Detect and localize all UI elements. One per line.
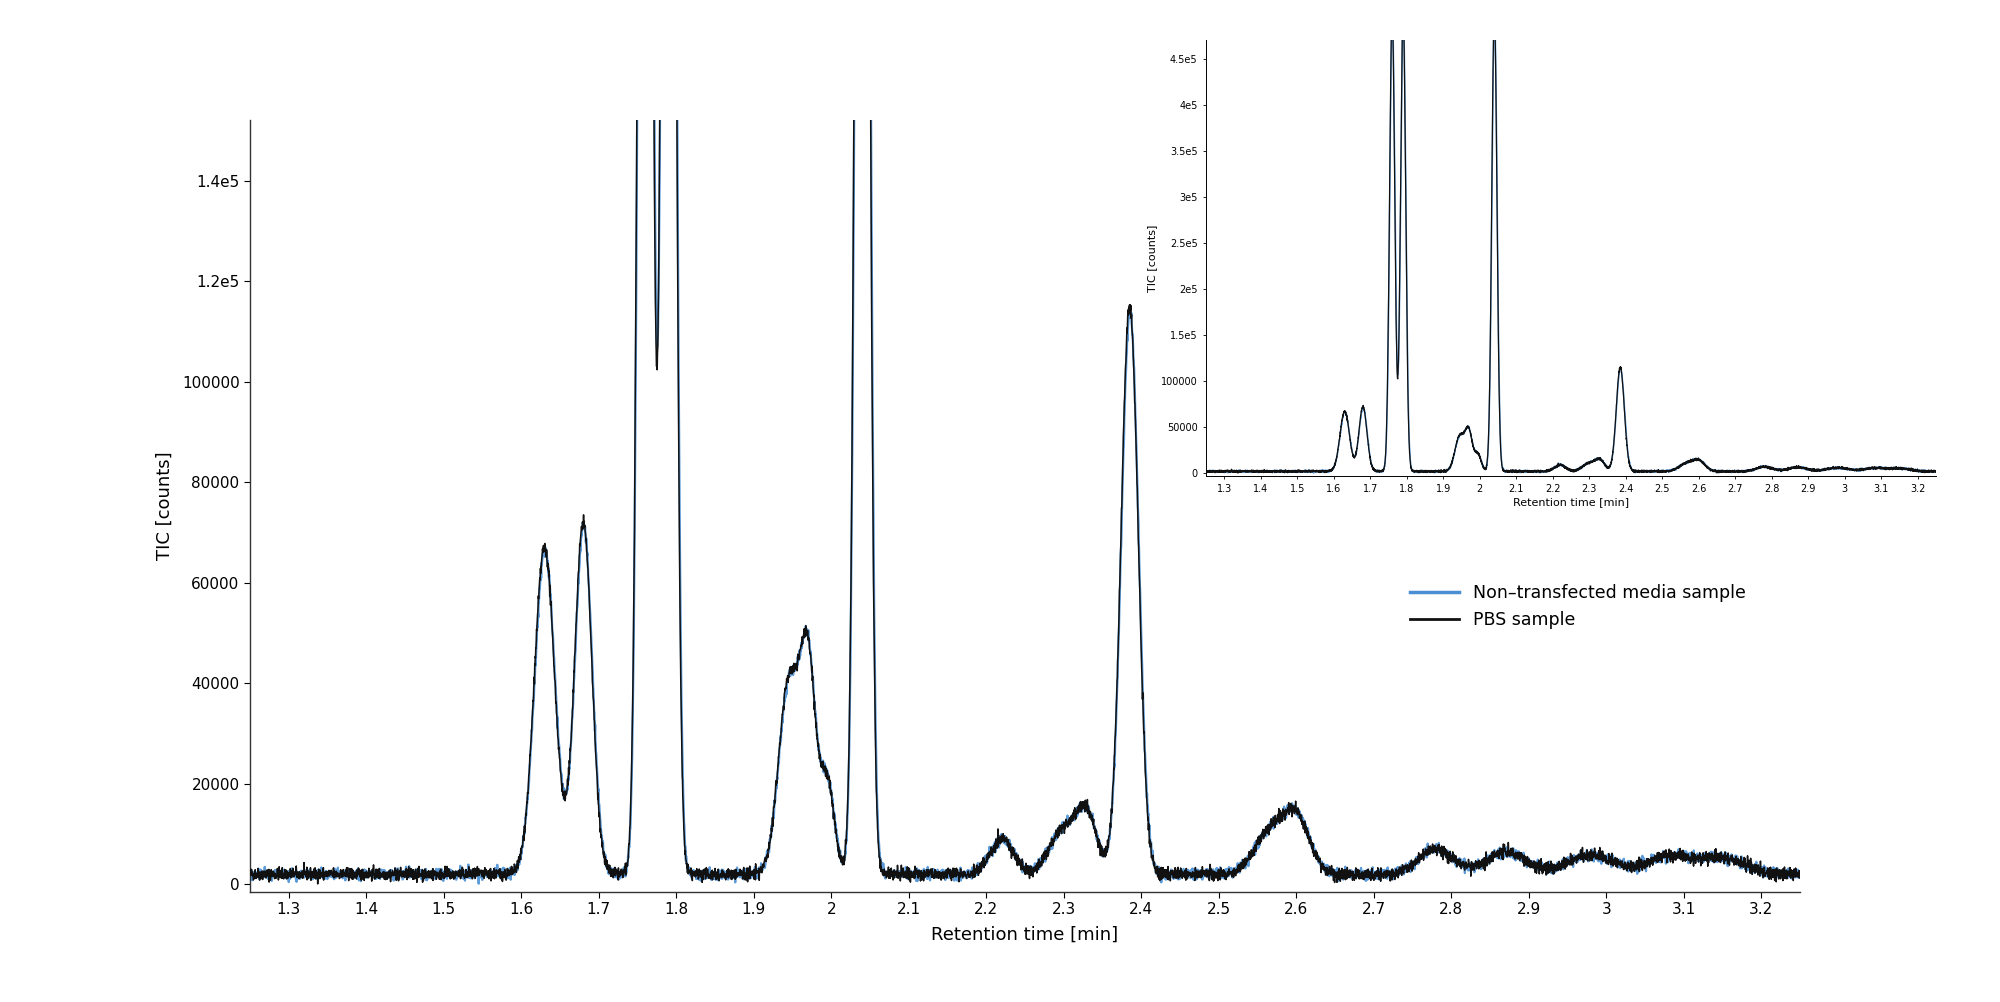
Legend: Non–transfected media sample, PBS sample: Non–transfected media sample, PBS sample: [1404, 577, 1752, 635]
X-axis label: Retention time [min]: Retention time [min]: [1512, 497, 1630, 507]
Y-axis label: TIC [counts]: TIC [counts]: [1146, 224, 1156, 292]
Y-axis label: TIC [counts]: TIC [counts]: [156, 452, 174, 560]
X-axis label: Retention time [min]: Retention time [min]: [932, 926, 1118, 944]
